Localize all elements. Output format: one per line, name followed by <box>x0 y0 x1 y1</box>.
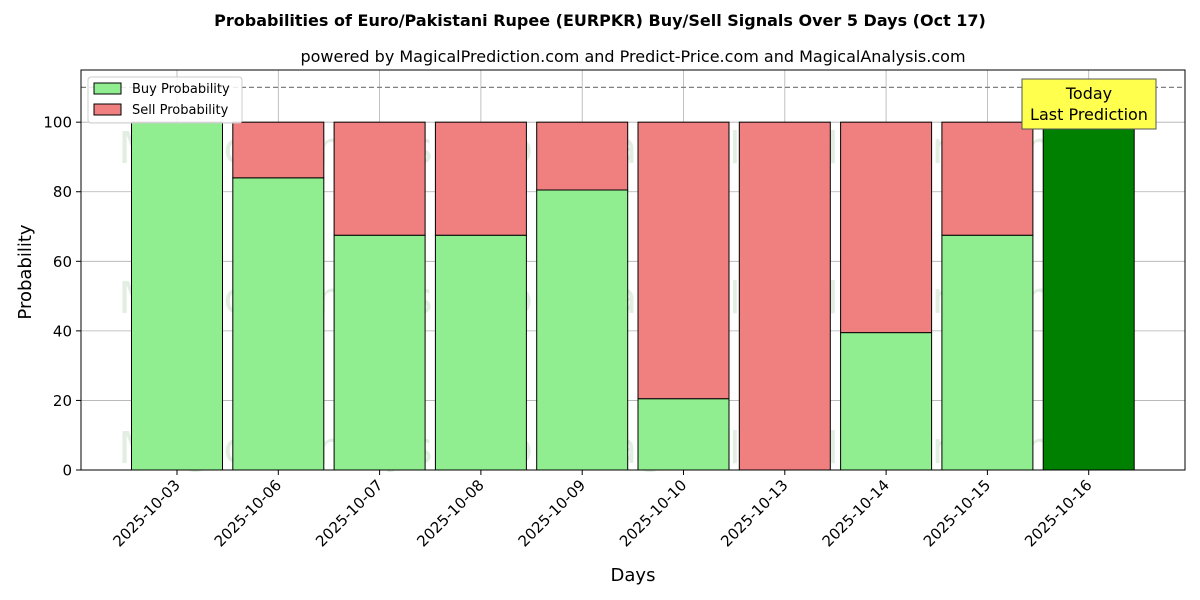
x-axis: 2025-10-03 2025-10-06 2025-10-07 2025-10-08… <box>109 470 1096 550</box>
sell-bar <box>333 121 426 236</box>
y-tick-label: 40 <box>53 322 72 340</box>
legend-label: Sell Probability <box>132 103 229 118</box>
buy-bar <box>1042 121 1135 471</box>
x-tick-label: 2025-10-14 <box>819 476 893 550</box>
buy-bar <box>333 234 426 471</box>
y-tick-label: 100 <box>43 114 72 132</box>
legend: Buy Probability Sell Probability <box>87 76 243 124</box>
y-axis: 0 20 40 60 80 100 <box>43 114 81 480</box>
buy-bar <box>840 332 933 471</box>
legend-swatch <box>93 103 122 116</box>
annotation-line: Today <box>1065 84 1112 103</box>
buy-bar <box>536 189 629 471</box>
x-tick-label: 2025-10-09 <box>515 476 589 550</box>
sell-bar <box>434 121 527 236</box>
x-tick-label: 2025-10-06 <box>211 476 285 550</box>
x-tick-label: 2025-10-07 <box>312 476 386 550</box>
buy-bar <box>637 398 730 471</box>
buy-bar <box>941 234 1034 471</box>
buy-bar <box>434 234 527 471</box>
buy-bar <box>131 121 223 471</box>
annotation-line: Last Prediction <box>1030 105 1148 124</box>
x-axis-label: Days <box>611 565 656 586</box>
sell-bar <box>637 121 730 400</box>
legend-label: Buy Probability <box>132 82 230 97</box>
sell-bar <box>738 121 831 471</box>
plot-area <box>80 69 1186 471</box>
x-tick-label: 2025-10-08 <box>413 476 487 550</box>
today-annotation: Today Last Prediction <box>1021 78 1157 130</box>
bars <box>131 121 1135 471</box>
sell-bar <box>536 121 629 191</box>
sell-bar <box>840 121 933 334</box>
y-tick-label: 80 <box>53 183 72 201</box>
y-tick-label: 60 <box>53 253 72 271</box>
annotation-box <box>1021 78 1157 130</box>
legend-swatch <box>93 82 122 95</box>
x-tick-label: 2025-10-03 <box>109 476 183 550</box>
chart-title: Probabilities of Euro/Pakistani Rupee (E… <box>214 11 986 30</box>
sell-bar <box>941 121 1034 236</box>
y-tick-label: 0 <box>62 462 72 480</box>
chart-subtitle: powered by MagicalPrediction.com and Pre… <box>300 47 965 66</box>
x-tick-label: 2025-10-15 <box>920 476 994 550</box>
x-tick-label: 2025-10-13 <box>717 476 791 550</box>
x-tick-label: 2025-10-16 <box>1021 476 1095 550</box>
y-axis-label: Probability <box>15 224 36 319</box>
y-tick-label: 20 <box>53 392 72 410</box>
x-tick-label: 2025-10-10 <box>616 476 690 550</box>
buy-bar <box>232 177 325 471</box>
legend-box <box>87 76 243 124</box>
sell-bar <box>232 121 325 179</box>
